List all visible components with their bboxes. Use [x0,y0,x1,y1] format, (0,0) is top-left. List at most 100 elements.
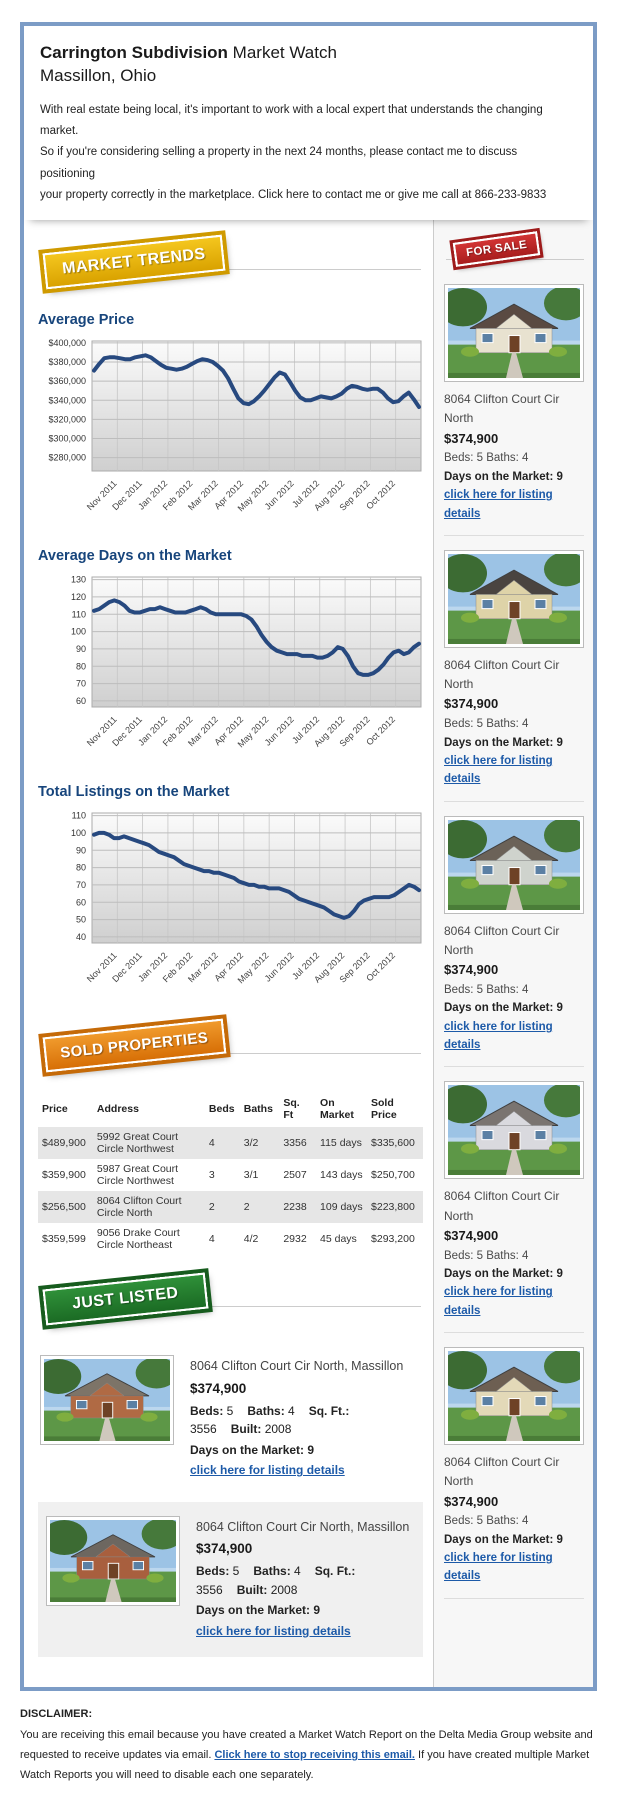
table-cell: 2932 [283,1233,307,1246]
listing-details-link[interactable]: click here for listing details [444,754,553,786]
house-photo [448,553,580,644]
report-title: Carrington Subdivision Market Watch [40,43,337,62]
table-cell: 3 [208,1169,215,1182]
table-cell: 115 days [320,1137,362,1150]
section-divider [446,259,584,261]
svg-text:60: 60 [76,897,86,907]
svg-text:90: 90 [76,644,86,654]
table-cell: 2 [208,1201,215,1214]
disclaimer: DISCLAIMER: You are receiving this email… [20,1705,600,1786]
for-sale-listing-card: 8064 Clifton Court Cir North $374,900 Beds… [444,284,584,536]
chart-block: Average Price $280,000 $300,000 $320,000 $34… [38,312,423,532]
svg-text:70: 70 [76,679,86,689]
chart-block: Total Listings on the Market 40 50 60 70 80 90… [38,784,423,1004]
for-sale-sidebar: FOR SALE 8064 Clifton Court Cir North $37… [433,220,593,1687]
table-column-header: Sold Price [371,1097,397,1122]
house-photo [50,1519,176,1602]
listing-details-link[interactable]: click here for listing details [444,1552,553,1583]
for-sale-section-head: FOR SALE [444,231,584,276]
table-cell: 109 days [320,1201,363,1214]
listing-days-on-market: Days on the Market: 9 [444,736,563,749]
table-cell: 3/2 [243,1137,259,1150]
listing-address: 8064 Clifton Court Cir North, Massillon [190,1359,404,1374]
table-column-header: Sq. Ft [283,1097,300,1122]
listing-photo[interactable] [46,1515,180,1606]
table-cell: $489,900 [42,1137,86,1150]
for-sale-listing-card: 8064 Clifton Court Cir North $374,900 Beds… [444,549,584,802]
svg-text:130: 130 [71,575,86,585]
table-row: $256,500 8064 Clifton Court Circle North 2… [38,1191,423,1224]
listing-photo[interactable] [444,284,584,383]
table-cell: 2238 [283,1201,307,1214]
listing-details-link[interactable]: click here for listing details [190,1463,345,1478]
listing-address: 8064 Clifton Court Cir North [444,657,560,692]
listing-beds-baths: Beds: 5 Baths: 4 [444,718,529,731]
svg-text:70: 70 [76,880,86,890]
market-trends-section-head: MARKET TRENDS [38,234,423,298]
for-sale-listing-card: 8064 Clifton Court Cir North $374,900 Beds… [444,1347,584,1599]
listing-price: $374,900 [444,962,499,978]
chart-title: Average Price [38,312,135,329]
table-row: $359,900 5987 Great Court Circle Northwes… [38,1159,423,1191]
listing-days-on-market: Days on the Market: 9 [196,1603,321,1618]
unsubscribe-link[interactable]: Click here to stop receiving this email. [214,1749,415,1762]
table-cell: 5992 Great Court Circle Northwest [96,1131,179,1156]
intro-line: With real estate being local, it's impor… [40,103,543,138]
table-cell: 3/1 [243,1169,259,1182]
chart-title: Average Days on the Market [38,548,232,565]
listing-photo[interactable] [444,1347,584,1446]
table-cell: 2 [243,1201,250,1214]
table-cell: 3356 [283,1137,307,1150]
table-cell: $250,700 [371,1169,415,1182]
listing-photo[interactable] [40,1355,174,1446]
svg-text:$340,000: $340,000 [48,395,86,405]
listing-details-link[interactable]: click here for listing details [444,1020,553,1052]
svg-text:120: 120 [71,592,86,602]
table-cell: $359,900 [42,1169,86,1182]
svg-text:50: 50 [76,915,86,925]
svg-text:$400,000: $400,000 [48,338,86,348]
svg-text:90: 90 [76,845,86,855]
table-column-header: On Market [320,1097,354,1122]
svg-text:110: 110 [72,609,86,619]
house-photo [44,1359,170,1442]
listing-details-link[interactable]: click here for listing details [196,1623,351,1638]
content-columns: MARKET TRENDS Average Price $280,000 $300,… [24,220,593,1687]
table-cell: $223,800 [371,1201,415,1214]
table-cell: $293,200 [371,1233,415,1246]
just-listed-row: 8064 Clifton Court Cir North, Massillon $… [38,1341,423,1496]
svg-text:80: 80 [76,661,86,671]
table-header-row: Price Address Beds Baths Sq. Ft On Market Sold… [38,1092,423,1127]
table-cell: 8064 Clifton Court Circle North [96,1195,182,1220]
listing-price: $374,900 [444,1493,499,1509]
listing-days-on-market: Days on the Market: 9 [444,1267,563,1280]
listing-photo[interactable] [444,1081,584,1180]
disclaimer-text: You are receiving this email because you… [20,1729,593,1781]
intro-line: So if you're considering selling a prope… [40,146,518,180]
house-photo [448,1351,580,1442]
listing-details-link[interactable]: click here for listing details [444,489,553,520]
just-listed-list: 8064 Clifton Court Cir North, Massillon $… [38,1341,423,1657]
table-column-header: Price [42,1103,68,1116]
table-cell: 9056 Drake Court Circle Northeast [96,1227,180,1252]
listing-details-link[interactable]: click here for listing details [444,1286,553,1317]
listing-price: $374,900 [444,1227,499,1243]
chart-title: Total Listings on the Market [38,784,230,801]
listing-price: $374,900 [196,1541,253,1557]
table-cell: $256,500 [42,1201,86,1214]
listing-photo[interactable] [444,549,584,648]
table-cell: 45 days [320,1233,357,1246]
table-column-header: Address [96,1103,139,1116]
listing-address: 8064 Clifton Court Cir North [444,392,560,426]
listing-address: 8064 Clifton Court Cir North [444,1189,560,1223]
for-sale-listing-card: 8064 Clifton Court Cir North $374,900 Beds… [444,1081,584,1334]
listing-address: 8064 Clifton Court Cir North, Massillon [196,1519,410,1534]
for-sale-listing-card: 8064 Clifton Court Cir North $374,900 Beds… [444,815,584,1068]
listing-days-on-market: Days on the Market: 9 [444,1002,563,1015]
disclaimer-title: DISCLAIMER: [20,1707,93,1720]
listing-photo[interactable] [444,815,584,914]
sold-properties-section-head: SOLD PROPERTIES [38,1018,423,1082]
house-photo [448,819,580,910]
